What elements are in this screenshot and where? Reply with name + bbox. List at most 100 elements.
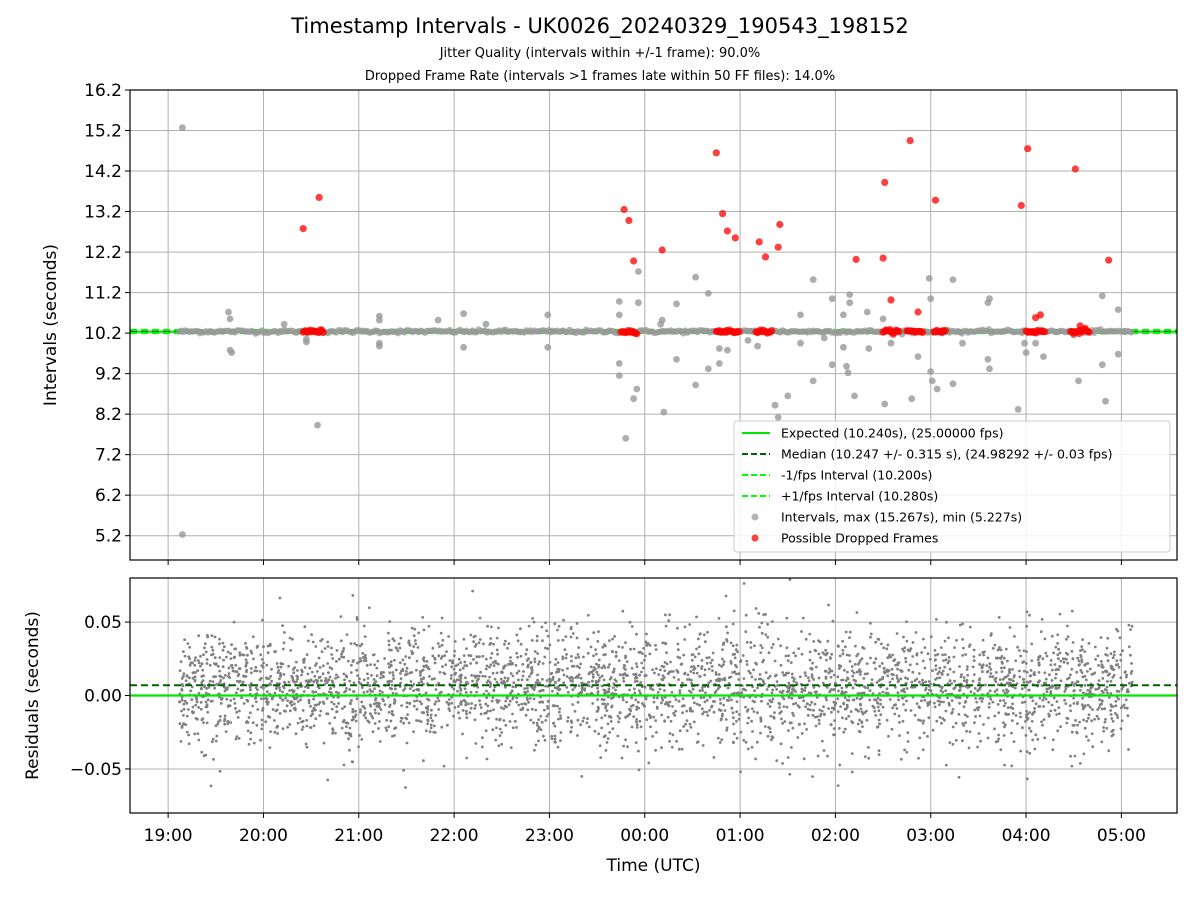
residual-point <box>948 741 952 744</box>
dropped-frame-point <box>620 205 628 214</box>
residual-point <box>415 699 419 702</box>
residual-point <box>279 673 282 677</box>
residual-point <box>673 714 677 717</box>
residual-point <box>566 667 569 670</box>
residual-point <box>199 654 202 658</box>
residual-point <box>530 707 534 711</box>
residual-point <box>463 664 467 667</box>
residual-point <box>1122 703 1126 707</box>
residual-point <box>405 701 409 705</box>
residual-point <box>1000 666 1003 670</box>
residual-point <box>1025 624 1028 628</box>
interval-point <box>544 343 552 351</box>
residual-point <box>557 624 561 628</box>
residual-point <box>881 705 885 709</box>
residual-point <box>787 671 790 675</box>
residual-point <box>557 679 560 682</box>
residual-point <box>408 671 412 675</box>
residual-point <box>410 626 414 630</box>
residual-point <box>1023 700 1027 704</box>
residual-point <box>999 748 1003 752</box>
residual-point <box>337 691 340 695</box>
residual-point <box>859 703 862 707</box>
residual-point <box>632 673 636 676</box>
residual-point <box>330 700 334 704</box>
residual-point <box>887 669 891 672</box>
residual-point <box>457 711 460 715</box>
residual-point <box>950 712 953 715</box>
residual-point <box>246 699 250 703</box>
residual-point <box>745 640 749 644</box>
residual-point <box>390 683 394 687</box>
residual-point <box>472 640 475 644</box>
residual-point <box>1094 688 1098 691</box>
residual-point <box>595 662 598 666</box>
residual-point <box>787 729 790 732</box>
residual-point <box>746 747 750 751</box>
residual-point <box>335 673 338 677</box>
intervals-y-tick-label: 7.2 <box>95 446 122 466</box>
residual-point <box>472 658 475 661</box>
residual-point <box>861 646 864 649</box>
residual-point <box>926 652 930 656</box>
residual-point <box>348 748 351 752</box>
residual-point <box>283 631 286 634</box>
residual-point <box>692 665 696 668</box>
residual-point <box>204 691 208 695</box>
residual-point <box>184 723 188 726</box>
residual-point <box>833 719 836 722</box>
residual-point <box>1079 649 1082 652</box>
residual-point <box>390 709 394 713</box>
residual-point <box>480 745 484 749</box>
residual-point <box>316 670 319 673</box>
residual-point <box>1130 624 1134 628</box>
residual-point <box>628 712 632 716</box>
residual-point <box>591 702 595 705</box>
residual-point <box>505 696 509 700</box>
residual-point <box>238 709 241 713</box>
residual-point <box>1125 706 1129 710</box>
intervals-plot: 5.26.27.28.29.210.211.212.213.214.215.21… <box>41 81 1178 565</box>
residual-point <box>1070 764 1074 768</box>
residual-point <box>370 714 374 718</box>
residual-point <box>246 653 249 657</box>
residual-point <box>429 723 433 727</box>
residual-point <box>438 670 442 674</box>
residual-point <box>921 721 925 725</box>
residual-point <box>449 677 453 680</box>
residual-point <box>252 657 255 661</box>
residual-point <box>848 630 852 634</box>
residual-point <box>216 722 220 726</box>
residual-point <box>639 650 642 654</box>
residual-point <box>312 697 315 701</box>
residual-point <box>1037 656 1041 659</box>
dropped-frame-point <box>1017 201 1025 210</box>
residual-point <box>467 654 471 657</box>
residual-point <box>896 667 899 671</box>
residual-point <box>1025 610 1029 614</box>
residual-point <box>1127 690 1130 694</box>
residual-point <box>1083 726 1087 730</box>
legend-label: Median (10.247 +/- 0.315 s), (24.98292 +… <box>781 447 1112 462</box>
residual-point <box>537 718 540 721</box>
residual-point <box>808 703 812 707</box>
residual-point <box>561 638 565 642</box>
residual-point <box>534 708 538 712</box>
residual-point <box>876 725 880 729</box>
residual-point <box>573 709 577 713</box>
residual-point <box>973 708 977 712</box>
residual-point <box>218 656 222 659</box>
residual-point <box>1041 698 1045 702</box>
residual-point <box>886 674 890 678</box>
residual-point <box>736 650 739 654</box>
residual-point <box>510 689 514 693</box>
residual-point <box>358 677 361 681</box>
residual-point <box>1098 703 1102 707</box>
residual-point <box>1030 642 1034 646</box>
residual-point <box>841 716 844 720</box>
residual-point <box>1086 670 1089 673</box>
residual-point <box>187 733 191 737</box>
residual-point <box>238 651 242 654</box>
residual-point <box>696 740 700 744</box>
residual-point <box>1045 687 1049 691</box>
